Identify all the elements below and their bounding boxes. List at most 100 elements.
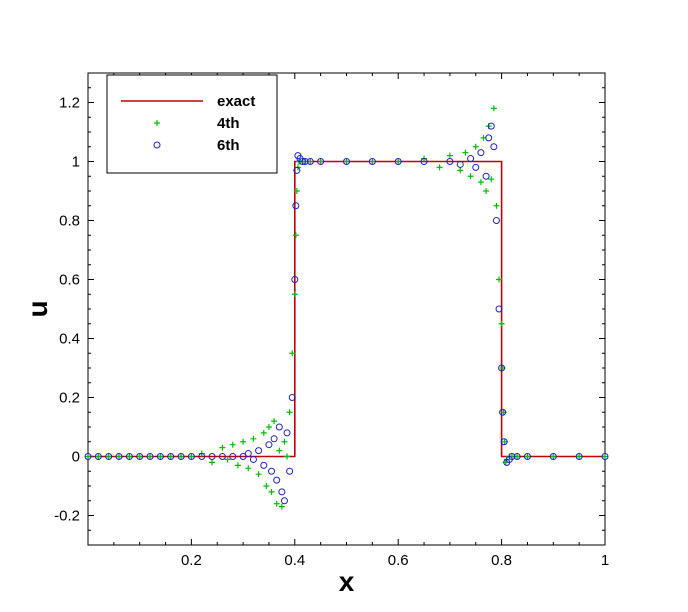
data-point-6th — [487, 122, 495, 130]
legend-entry-4th: 4th — [154, 115, 240, 132]
data-point-6th — [575, 453, 583, 460]
data-point-6th — [306, 158, 314, 165]
data-point-6th — [508, 453, 516, 460]
data-point-4th — [126, 453, 133, 460]
data-point-4th — [602, 453, 608, 460]
legend-circle-swatch — [153, 141, 161, 149]
data-point-6th — [275, 423, 283, 431]
data-point-6th — [490, 143, 498, 151]
data-point-4th — [188, 453, 195, 460]
data-point-6th — [278, 488, 286, 496]
data-point-4th — [436, 164, 443, 171]
data-point-6th — [495, 305, 503, 313]
y-axis-title: u — [22, 300, 53, 317]
data-point-6th — [94, 453, 102, 460]
data-point-4th — [278, 503, 285, 510]
y-tick-label: 1 — [72, 154, 80, 171]
data-point-6th — [125, 453, 133, 460]
legend: exact 4th 6th — [106, 74, 278, 174]
data-point-4th — [286, 409, 293, 416]
y-tick-label: 0.8 — [59, 213, 80, 230]
data-point-4th — [477, 179, 484, 186]
data-point-6th — [270, 435, 278, 443]
data-point-6th — [283, 429, 291, 437]
data-point-6th — [293, 166, 301, 174]
data-point-4th — [496, 276, 503, 283]
data-point-4th — [178, 453, 185, 460]
data-point-4th — [245, 465, 252, 472]
data-point-4th — [467, 173, 474, 180]
data-point-6th — [499, 408, 507, 416]
data-point-4th — [289, 350, 296, 357]
data-point-6th — [115, 453, 123, 460]
data-point-4th — [292, 232, 299, 239]
data-point-6th — [482, 172, 490, 180]
data-point-6th — [492, 217, 500, 224]
data-point-4th — [369, 158, 376, 165]
data-point-4th — [219, 444, 226, 451]
legend-plus-swatch — [154, 120, 160, 126]
data-point-4th — [95, 453, 102, 460]
data-point-4th — [265, 424, 272, 430]
data-point-4th — [234, 462, 241, 469]
data-point-4th — [284, 453, 291, 460]
y-tick-label: 1.2 — [59, 95, 80, 112]
data-point-6th — [280, 497, 288, 505]
data-point-6th — [467, 155, 475, 163]
data-point-4th — [240, 438, 247, 445]
data-point-4th — [136, 453, 143, 460]
data-point-6th — [105, 453, 113, 460]
data-point-6th — [291, 276, 299, 283]
legend-box — [106, 74, 278, 174]
data-point-4th — [224, 456, 231, 463]
series-6th — [84, 122, 609, 505]
data-point-4th — [576, 453, 583, 460]
data-point-6th — [523, 453, 531, 460]
data-point-4th — [147, 453, 154, 460]
data-point-4th — [268, 488, 275, 495]
data-point-6th — [288, 394, 296, 401]
data-point-6th — [198, 453, 206, 460]
data-point-6th — [301, 158, 309, 165]
data-point-6th — [446, 158, 454, 165]
data-point-6th — [500, 438, 508, 446]
data-point-4th — [116, 453, 123, 460]
data-point-4th — [343, 158, 350, 165]
data-point-4th — [263, 483, 270, 489]
series-exact — [88, 160, 605, 458]
data-point-4th — [498, 320, 505, 327]
data-point-6th — [265, 441, 273, 449]
data-point-6th — [343, 158, 350, 165]
data-point-6th — [244, 450, 252, 458]
data-point-6th — [260, 461, 268, 469]
y-tick-label: 0.2 — [59, 390, 80, 407]
data-point-4th — [209, 459, 216, 466]
x-tick-label: 0.8 — [491, 552, 512, 569]
data-point-6th — [177, 453, 185, 460]
data-point-6th — [273, 476, 281, 484]
data-point-4th — [446, 152, 453, 159]
data-point-4th — [167, 453, 174, 460]
data-point-6th — [549, 453, 557, 460]
data-point-6th — [167, 453, 175, 460]
data-point-6th — [218, 453, 226, 460]
data-point-4th — [157, 453, 164, 460]
y-tick-label: -0.2 — [54, 508, 80, 525]
data-point-4th — [488, 176, 495, 183]
data-point-4th — [293, 188, 300, 194]
data-point-6th — [477, 149, 485, 157]
data-point-4th — [317, 158, 324, 165]
data-point-6th — [84, 453, 92, 460]
y-tick-label: 0.4 — [59, 331, 80, 348]
data-point-4th — [281, 438, 288, 445]
data-point-4th — [493, 202, 500, 209]
data-point-4th — [271, 418, 278, 425]
data-point-6th — [456, 160, 464, 168]
data-point-4th — [276, 447, 283, 454]
x-axis-title: x — [339, 566, 355, 597]
data-point-6th — [420, 158, 428, 165]
data-point-4th — [550, 453, 557, 460]
data-point-4th — [490, 105, 497, 112]
data-point-6th — [485, 134, 493, 142]
